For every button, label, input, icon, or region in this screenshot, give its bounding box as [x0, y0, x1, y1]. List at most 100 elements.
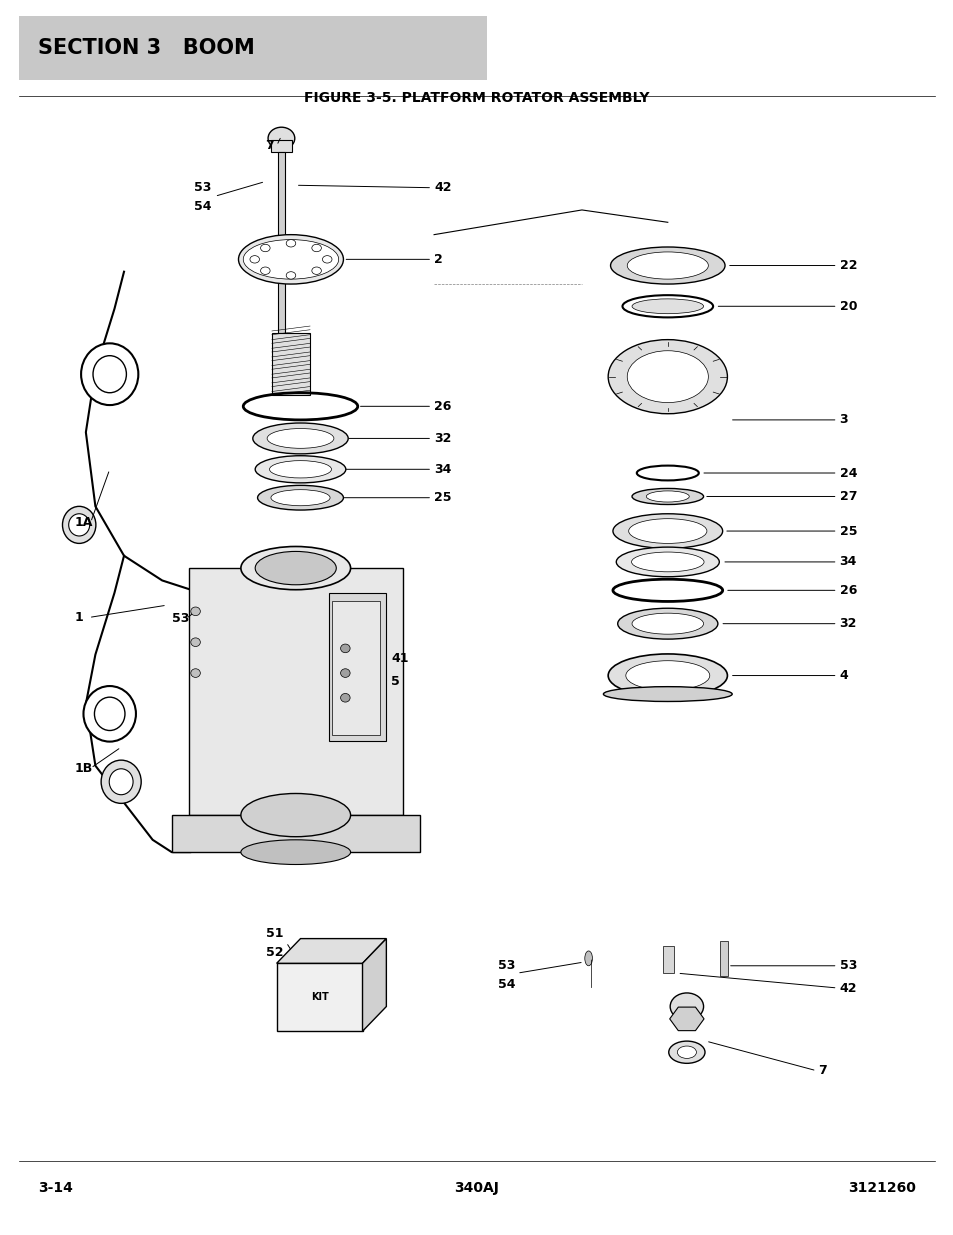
Text: 32: 32: [434, 432, 451, 445]
Text: 25: 25: [839, 525, 856, 537]
Ellipse shape: [617, 608, 717, 640]
Text: 5: 5: [391, 676, 399, 688]
Ellipse shape: [243, 240, 338, 279]
Ellipse shape: [340, 694, 350, 701]
Ellipse shape: [254, 551, 335, 584]
Text: 2: 2: [434, 253, 442, 266]
Ellipse shape: [94, 697, 125, 731]
Text: 1A: 1A: [74, 516, 92, 529]
Ellipse shape: [610, 247, 724, 284]
Ellipse shape: [584, 951, 592, 966]
Text: 1B: 1B: [74, 762, 92, 774]
Ellipse shape: [257, 485, 343, 510]
Ellipse shape: [240, 793, 351, 837]
Ellipse shape: [238, 235, 343, 284]
Ellipse shape: [191, 608, 200, 616]
Text: 54: 54: [194, 200, 212, 212]
Ellipse shape: [607, 655, 726, 697]
Ellipse shape: [312, 267, 321, 274]
Ellipse shape: [250, 256, 259, 263]
Text: 53: 53: [839, 960, 856, 972]
Ellipse shape: [602, 687, 731, 701]
Text: 41: 41: [391, 652, 408, 664]
Text: 27: 27: [839, 490, 856, 503]
Text: 3-14: 3-14: [38, 1181, 73, 1195]
Ellipse shape: [631, 614, 702, 635]
Ellipse shape: [312, 245, 321, 252]
Ellipse shape: [260, 245, 270, 252]
Bar: [332, 601, 379, 735]
Ellipse shape: [669, 993, 702, 1020]
Ellipse shape: [631, 552, 703, 572]
Ellipse shape: [253, 422, 348, 454]
Ellipse shape: [616, 547, 719, 577]
Bar: [662, 946, 674, 973]
Ellipse shape: [340, 645, 350, 652]
Text: 3: 3: [839, 414, 847, 426]
Ellipse shape: [286, 240, 295, 247]
Bar: [189, 568, 402, 815]
Text: 340AJ: 340AJ: [454, 1181, 499, 1195]
Ellipse shape: [240, 840, 351, 864]
FancyBboxPatch shape: [19, 16, 486, 80]
Ellipse shape: [628, 519, 706, 543]
Text: 25: 25: [434, 492, 451, 504]
Ellipse shape: [260, 267, 270, 274]
Ellipse shape: [607, 340, 726, 414]
Polygon shape: [276, 939, 386, 963]
Polygon shape: [669, 1007, 703, 1031]
Text: 32: 32: [839, 618, 856, 630]
Text: 24: 24: [839, 467, 856, 479]
Bar: [277, 152, 285, 333]
Bar: [172, 815, 419, 852]
Text: SECTION 3   BOOM: SECTION 3 BOOM: [38, 38, 254, 58]
Ellipse shape: [63, 506, 96, 543]
Ellipse shape: [93, 356, 126, 393]
Text: 26: 26: [434, 400, 451, 412]
Text: 7: 7: [818, 1065, 826, 1077]
Text: 22: 22: [839, 259, 856, 272]
Ellipse shape: [625, 661, 709, 690]
Bar: [272, 333, 310, 395]
Text: 54: 54: [497, 978, 515, 990]
Text: 42: 42: [434, 182, 451, 194]
Bar: [720, 941, 727, 976]
Polygon shape: [362, 939, 386, 1031]
Ellipse shape: [81, 343, 138, 405]
Text: KIT: KIT: [311, 992, 328, 1003]
Ellipse shape: [668, 1041, 704, 1063]
Bar: [329, 593, 386, 741]
Ellipse shape: [240, 546, 351, 589]
Text: 7: 7: [265, 140, 274, 152]
Text: 53: 53: [194, 182, 212, 194]
Bar: [276, 963, 362, 1031]
Ellipse shape: [677, 1046, 696, 1058]
Text: 1: 1: [74, 611, 83, 624]
Text: 53: 53: [497, 960, 515, 972]
Ellipse shape: [645, 490, 688, 503]
Ellipse shape: [109, 768, 133, 795]
Ellipse shape: [612, 514, 721, 548]
Text: 42: 42: [839, 982, 856, 994]
Ellipse shape: [84, 687, 135, 741]
Ellipse shape: [254, 456, 345, 483]
Ellipse shape: [340, 669, 350, 677]
Ellipse shape: [69, 514, 90, 536]
Text: 52: 52: [266, 946, 283, 958]
Ellipse shape: [631, 299, 702, 314]
Bar: [271, 140, 292, 152]
Text: 3121260: 3121260: [847, 1181, 915, 1195]
Text: FIGURE 3-5. PLATFORM ROTATOR ASSEMBLY: FIGURE 3-5. PLATFORM ROTATOR ASSEMBLY: [304, 90, 649, 105]
Ellipse shape: [101, 760, 141, 804]
Ellipse shape: [270, 461, 332, 478]
Text: 51: 51: [266, 927, 283, 940]
Text: 26: 26: [839, 584, 856, 597]
Ellipse shape: [191, 669, 200, 677]
Text: 34: 34: [434, 463, 451, 475]
Ellipse shape: [271, 490, 330, 506]
Text: 4: 4: [839, 669, 847, 682]
Text: 53: 53: [172, 613, 189, 625]
Text: 34: 34: [839, 556, 856, 568]
Text: 20: 20: [839, 300, 856, 312]
Ellipse shape: [268, 127, 294, 149]
